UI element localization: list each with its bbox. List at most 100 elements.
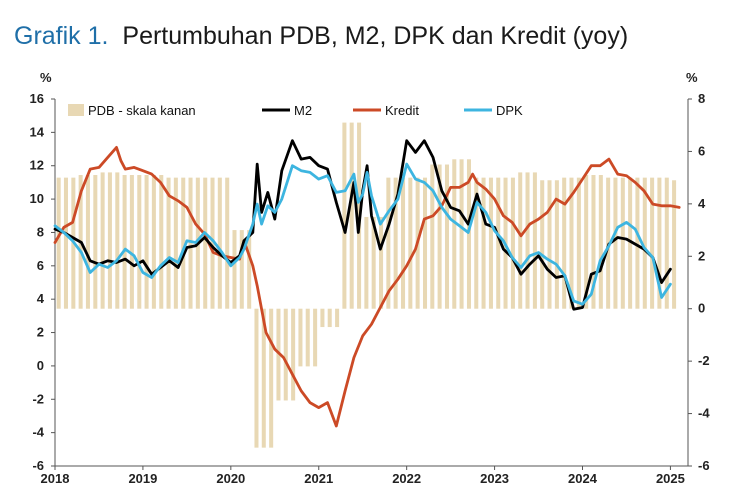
pdb-bar <box>320 308 325 328</box>
x-tick-label: 2023 <box>480 471 509 486</box>
pdb-bar <box>518 172 523 309</box>
pdb-bar <box>635 177 640 309</box>
pdb-bar <box>386 177 391 309</box>
left-tick-label: -6 <box>32 458 44 473</box>
pdb-bar <box>188 177 193 309</box>
pdb-bar <box>181 177 186 309</box>
pdb-bar <box>269 308 274 448</box>
x-tick-label: 2025 <box>656 471 685 486</box>
pdb-bar <box>591 175 596 309</box>
pdb-bar <box>569 177 574 309</box>
x-tick-label: 2022 <box>392 471 421 486</box>
pdb-bar <box>335 308 340 328</box>
pdb-bar <box>401 177 406 309</box>
pdb-bar <box>430 164 435 309</box>
pdb-bar <box>481 177 486 309</box>
pdb-bar <box>129 175 134 309</box>
pdb-bar <box>298 308 303 367</box>
pdb-bar <box>151 175 156 309</box>
right-tick-label: 4 <box>698 196 706 211</box>
pdb-bar <box>525 172 530 309</box>
pdb-bar <box>313 308 318 367</box>
pdb-bar <box>56 177 61 309</box>
pdb-bar <box>452 159 457 309</box>
pdb-bar <box>85 175 90 309</box>
x-tick-label: 2019 <box>128 471 157 486</box>
left-tick-label: 2 <box>37 325 44 340</box>
pdb-bar <box>349 122 354 309</box>
pdb-bar <box>107 172 112 309</box>
pdb-bar <box>210 177 215 309</box>
pdb-bar <box>261 308 266 448</box>
pdb-bar <box>598 175 603 309</box>
pdb-bar <box>642 177 647 309</box>
chart-title-prefix: Grafik 1. <box>14 22 109 50</box>
chart-title: Grafik 1. Pertumbuhan PDB, M2, DPK dan K… <box>14 22 628 51</box>
pdb-bar <box>423 177 428 309</box>
pdb-bar <box>327 308 332 328</box>
left-tick-label: 4 <box>37 291 45 306</box>
pdb-bar <box>650 177 655 309</box>
pdb-bar <box>239 230 244 309</box>
right-axis-unit: % <box>686 70 698 85</box>
pdb-bar <box>166 177 171 309</box>
legend-swatch-pdb <box>68 104 84 116</box>
pdb-bar <box>459 159 464 309</box>
x-tick-label: 2020 <box>216 471 245 486</box>
m2-line <box>53 139 672 311</box>
pdb-bar <box>100 172 105 309</box>
pdb-bar <box>620 177 625 309</box>
chart-title-text: Pertumbuhan PDB, M2, DPK dan Kredit (yoy… <box>122 22 629 50</box>
x-tick-label: 2018 <box>41 471 70 486</box>
pdb-bar <box>562 177 567 309</box>
kredit-line <box>53 146 681 428</box>
pdb-bar <box>122 175 127 309</box>
pdb-bar <box>232 230 237 309</box>
pdb-bar <box>342 122 347 309</box>
legend-label-m2: M2 <box>294 103 312 118</box>
pdb-bar <box>291 308 296 401</box>
pdb-bar <box>63 177 68 309</box>
pdb-bar <box>379 216 384 309</box>
pdb-bar <box>364 216 369 309</box>
pdb-bar <box>496 177 501 309</box>
dpk-line <box>53 162 672 306</box>
pdb-bar <box>613 177 618 309</box>
left-tick-label: 14 <box>30 124 45 139</box>
pdb-bar <box>488 177 493 309</box>
right-tick-label: -6 <box>698 458 710 473</box>
pdb-bar <box>466 159 471 309</box>
pdb-bar <box>657 177 662 309</box>
pdb-bar <box>115 172 120 309</box>
pdb-bar <box>584 175 589 309</box>
left-tick-label: 16 <box>30 91 44 106</box>
left-tick-label: 6 <box>37 258 44 273</box>
left-tick-label: 0 <box>37 358 44 373</box>
pdb-bar <box>664 177 669 309</box>
pdb-bar <box>672 180 677 309</box>
pdb-bar <box>173 177 178 309</box>
left-tick-label: -4 <box>32 425 44 440</box>
pdb-bar <box>283 308 288 401</box>
pdb-bar <box>393 177 398 309</box>
pdb-bar <box>371 216 376 309</box>
pdb-bar <box>137 175 142 309</box>
right-tick-label: -2 <box>698 353 710 368</box>
pdb-bar <box>144 175 149 309</box>
legend-label-kredit: Kredit <box>385 103 419 118</box>
legend: PDB - skala kanan M2 Kredit DPK <box>68 103 523 118</box>
left-tick-label: 12 <box>30 158 44 173</box>
pdb-bar <box>437 164 442 309</box>
left-tick-label: 8 <box>37 224 44 239</box>
right-tick-label: -4 <box>698 406 710 421</box>
left-tick-label: 10 <box>30 191 44 206</box>
pdb-bar <box>576 177 581 309</box>
pdb-bar <box>474 177 479 309</box>
pdb-bar <box>510 177 515 309</box>
pdb-bar <box>247 230 252 309</box>
legend-label-dpk: DPK <box>496 103 523 118</box>
pdb-bar <box>93 175 98 309</box>
right-tick-label: 6 <box>698 143 705 158</box>
pdb-bar <box>628 177 633 309</box>
